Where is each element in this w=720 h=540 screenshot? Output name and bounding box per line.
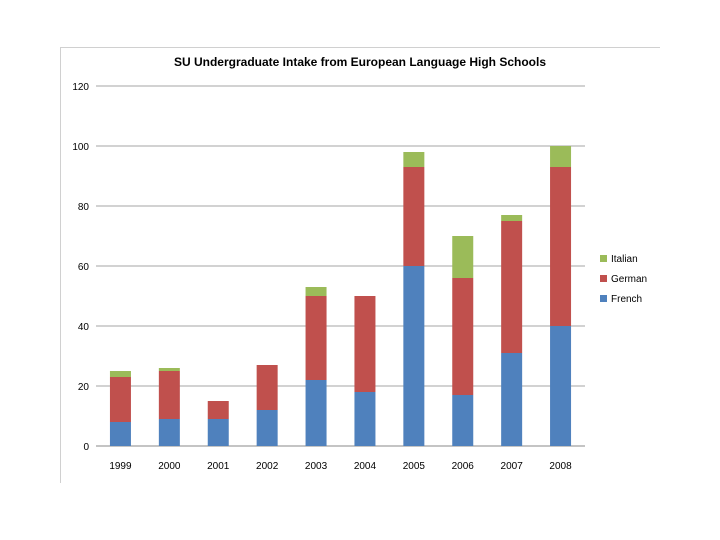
- bar-segment-italian-2000: [158, 368, 180, 371]
- bar-segment-german-2002: [256, 365, 278, 410]
- x-tick-label: 2005: [403, 461, 426, 472]
- bar-segment-italian-2008: [550, 146, 572, 167]
- bar-segment-french-2005: [403, 266, 425, 446]
- bar-segment-german-2007: [501, 221, 523, 353]
- bar-segment-italian-1999: [109, 371, 131, 377]
- bar-segment-french-2008: [550, 326, 572, 446]
- bar-segment-german-1999: [109, 377, 131, 422]
- x-tick-label: 2002: [256, 461, 279, 472]
- chart-title: SU Undergraduate Intake from European La…: [173, 55, 547, 69]
- legend-swatch-italian: [600, 255, 607, 262]
- legend-label-french: French: [611, 294, 642, 305]
- bar-segment-italian-2003: [305, 287, 327, 296]
- x-tick-label: 2007: [501, 461, 524, 472]
- y-tick-label: 40: [78, 322, 90, 333]
- bar-segment-german-2008: [550, 167, 572, 326]
- y-tick-label: 60: [78, 262, 90, 273]
- y-tick-label: 20: [78, 382, 90, 393]
- bar-segment-french-2001: [207, 419, 229, 446]
- x-tick-label: 2008: [549, 461, 572, 472]
- legend-label-german: German: [611, 274, 647, 285]
- legend-swatch-french: [600, 295, 607, 302]
- bar-segment-italian-2007: [501, 215, 523, 221]
- x-tick-label: 2000: [158, 461, 181, 472]
- bar-segment-german-2004: [354, 296, 376, 392]
- chart-frame-top: [60, 47, 660, 48]
- bar-segment-french-2006: [452, 395, 474, 446]
- chart-frame-left: [60, 47, 61, 483]
- bar-segment-french-2000: [158, 419, 180, 446]
- bar-segment-german-2003: [305, 296, 327, 380]
- bar-segment-french-2002: [256, 410, 278, 446]
- x-tick-label: 2001: [207, 461, 230, 472]
- bar-segment-italian-2005: [403, 152, 425, 167]
- bar-segment-french-1999: [109, 422, 131, 446]
- legend-label-italian: Italian: [611, 254, 638, 265]
- x-tick-label: 2003: [305, 461, 328, 472]
- x-tick-label: 2006: [452, 461, 475, 472]
- y-tick-label: 0: [83, 442, 89, 453]
- y-tick-label: 80: [78, 202, 90, 213]
- x-tick-label: 2004: [354, 461, 377, 472]
- bar-segment-german-2000: [158, 371, 180, 419]
- legend-swatch-german: [600, 275, 607, 282]
- bar-segment-german-2001: [207, 401, 229, 419]
- bar-segment-italian-2006: [452, 236, 474, 278]
- x-tick-label: 1999: [109, 461, 132, 472]
- y-tick-label: 120: [72, 82, 89, 93]
- y-tick-label: 100: [72, 142, 89, 153]
- bar-segment-german-2006: [452, 278, 474, 395]
- bar-segment-french-2003: [305, 380, 327, 446]
- bar-segment-german-2005: [403, 167, 425, 266]
- bar-segment-french-2007: [501, 353, 523, 446]
- bar-segment-french-2004: [354, 392, 376, 446]
